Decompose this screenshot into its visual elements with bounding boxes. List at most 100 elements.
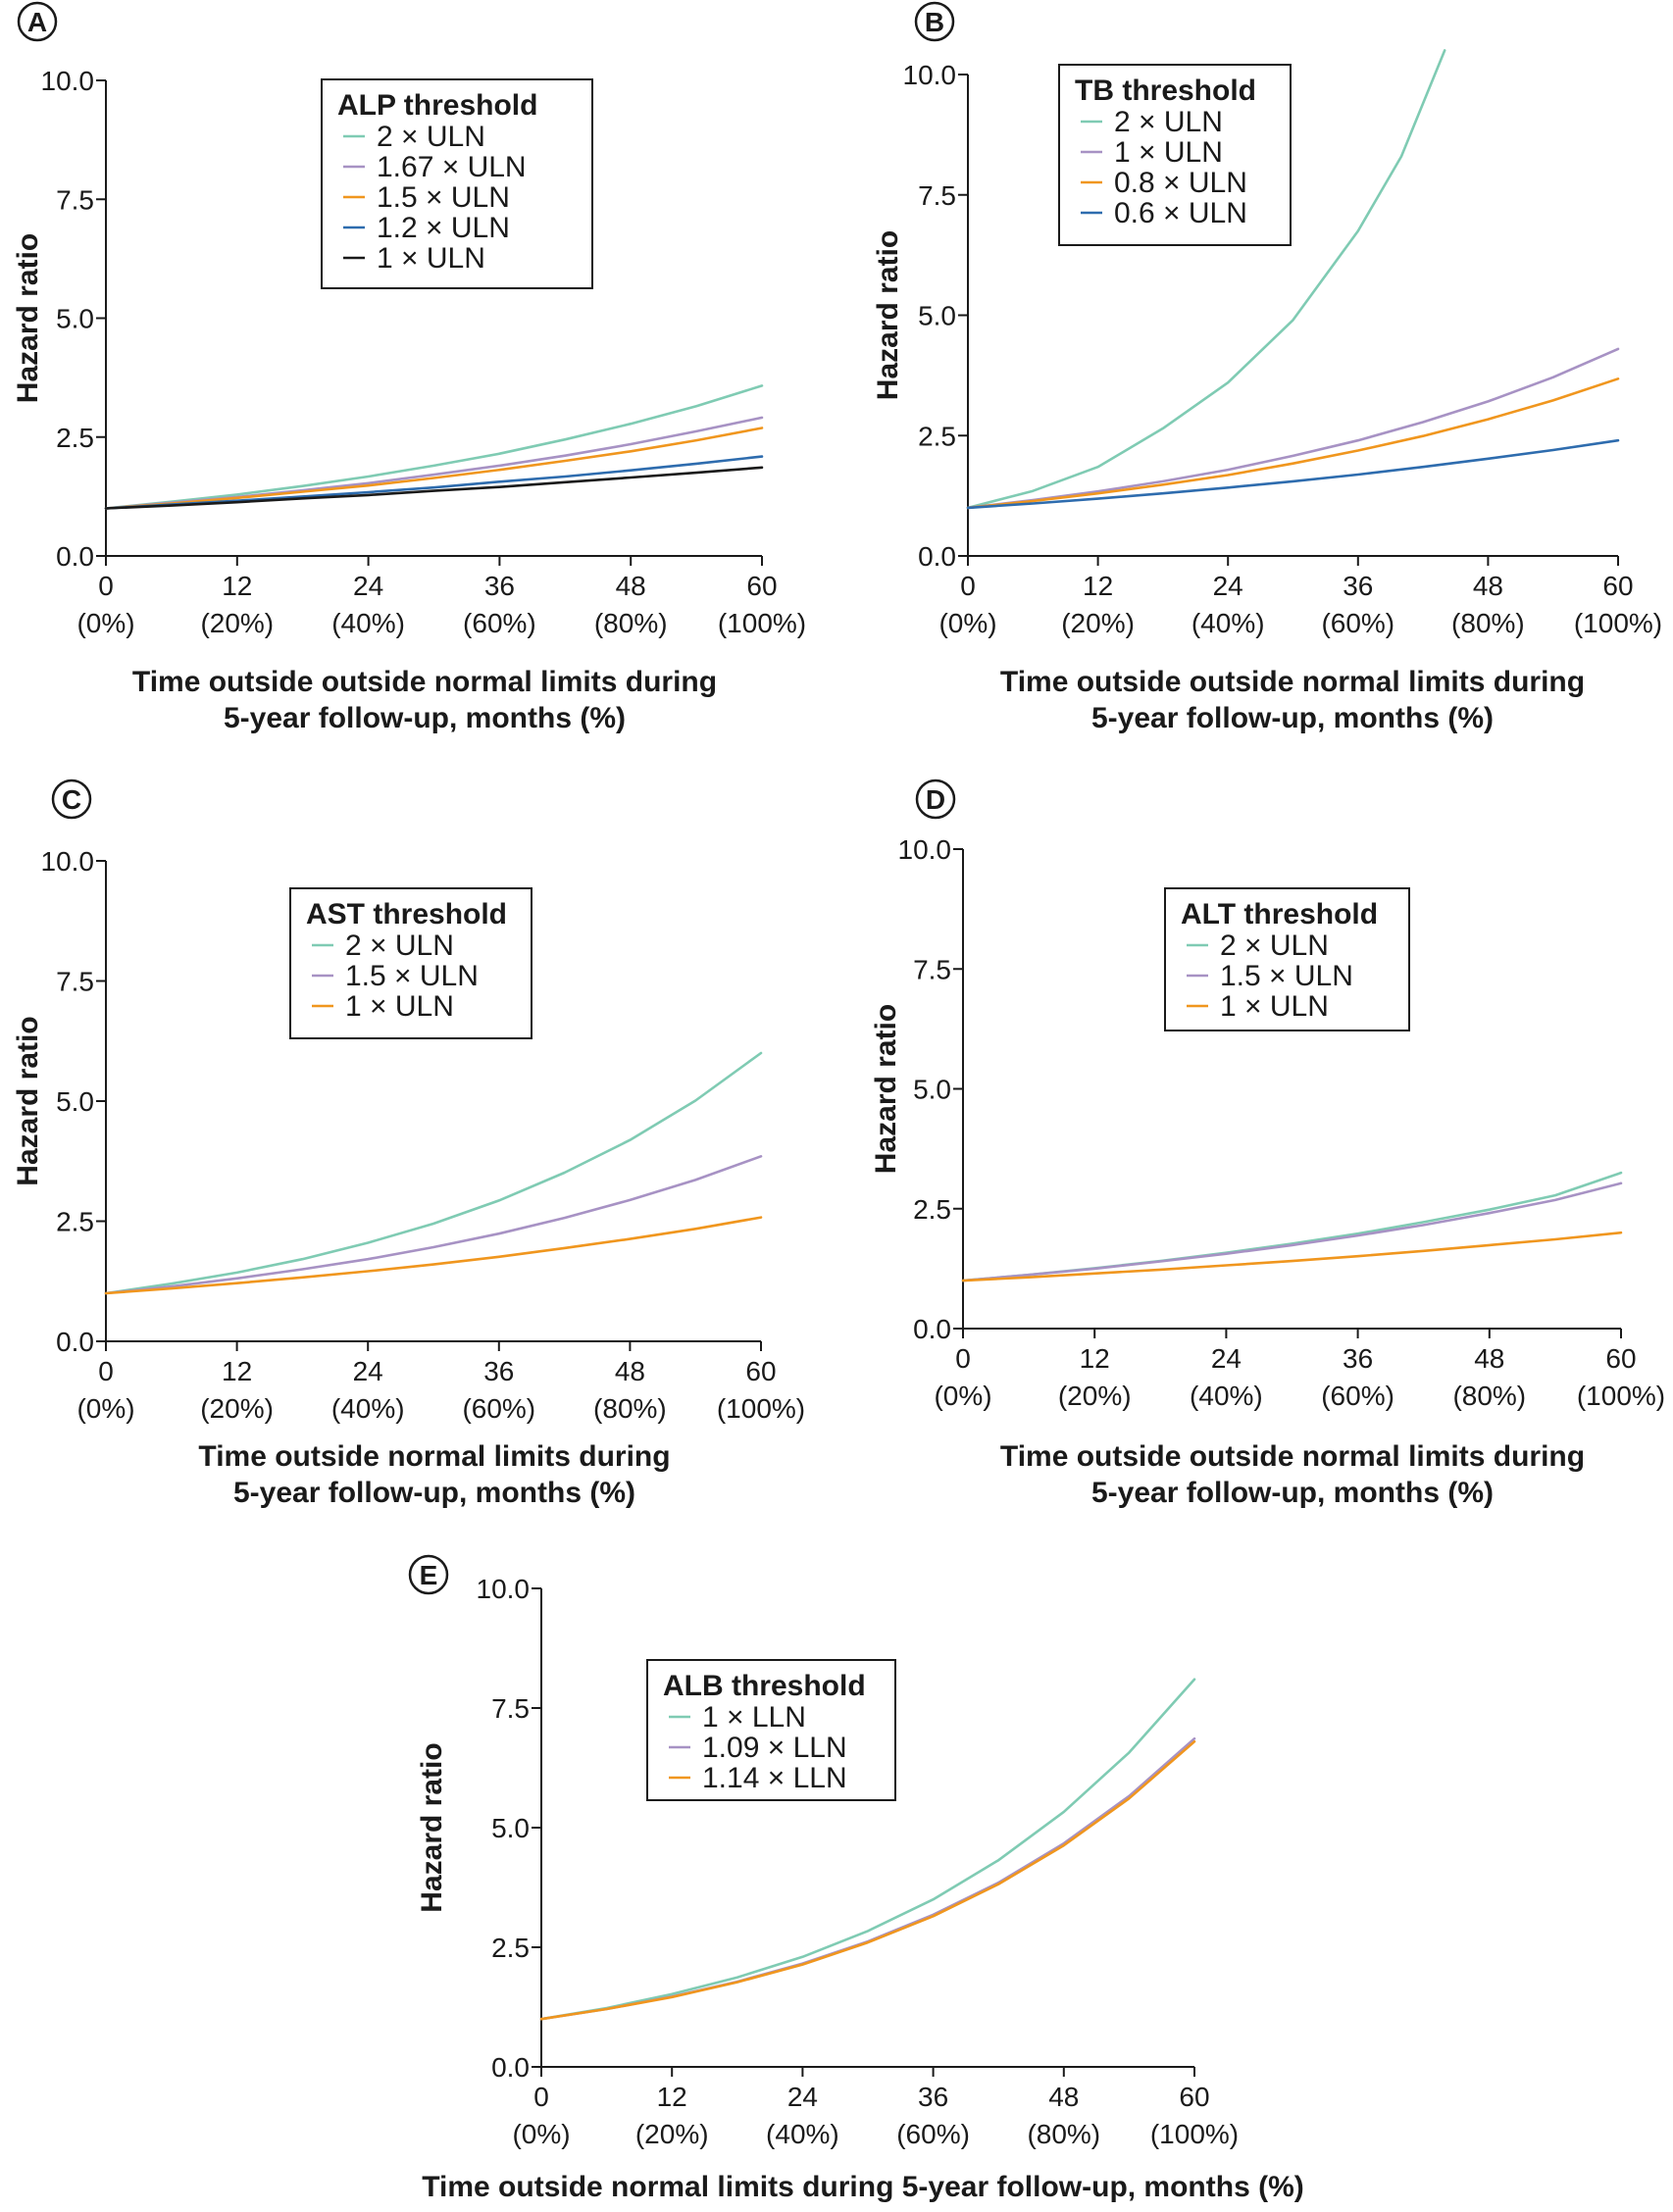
series-line-2 xyxy=(961,1181,1623,1282)
series-line-1 xyxy=(966,49,1446,510)
x-axis-label: Time outside outside normal limits durin… xyxy=(1000,666,1585,698)
x-tick-percent-label: (100%) xyxy=(718,608,806,638)
x-tick-label: 24 xyxy=(353,571,383,601)
series-line-1 xyxy=(961,1171,1623,1282)
legend-box xyxy=(321,78,593,289)
y-tick-label: 5.0 xyxy=(913,1075,951,1105)
y-axis-label: Hazard ratio xyxy=(12,233,44,403)
legend-box xyxy=(289,887,532,1039)
y-tick-label: 10.0 xyxy=(477,1574,531,1604)
x-tick-percent-label: (60%) xyxy=(1321,608,1394,638)
x-tick-percent-label: (80%) xyxy=(1452,1381,1526,1411)
x-tick-percent-label: (20%) xyxy=(635,2119,709,2149)
x-tick-label: 0 xyxy=(98,571,114,601)
x-tick-percent-label: (20%) xyxy=(1061,608,1135,638)
y-tick-label: 2.5 xyxy=(491,1933,530,1963)
x-tick-label: 36 xyxy=(918,2082,948,2112)
x-tick-percent-label: (40%) xyxy=(766,2119,839,2149)
y-tick-label: 0.0 xyxy=(56,1327,94,1357)
x-tick-label: 36 xyxy=(484,571,515,601)
legend-item: 1 × ULN xyxy=(1114,136,1223,169)
x-axis-label: Time outside normal limits during 5-year… xyxy=(422,2171,1304,2203)
legend-item: 2 × ULN xyxy=(1114,106,1223,138)
legend-item: 1 × ULN xyxy=(1220,990,1329,1023)
x-tick-label: 48 xyxy=(616,571,646,601)
y-tick-label: 5.0 xyxy=(918,301,956,331)
y-axis-label: Hazard ratio xyxy=(872,230,904,400)
legend-item: 1 × ULN xyxy=(377,242,485,275)
y-tick-label: 0.0 xyxy=(491,2052,530,2083)
panel-c: C 0.0 2.5 5.0 7.5 10.0 0 (0%) 12 (20%) 24 (40%) 36 (6… xyxy=(12,779,805,1509)
legend-item: 1.2 × ULN xyxy=(377,212,510,244)
x-tick-label: 24 xyxy=(1211,1343,1242,1374)
x-tick-label: 0 xyxy=(955,1343,971,1374)
x-tick-percent-label: (20%) xyxy=(200,608,274,638)
y-tick-label: 2.5 xyxy=(56,423,94,453)
x-tick-label: 12 xyxy=(222,1356,252,1386)
x-tick-label: 12 xyxy=(222,571,252,601)
y-tick-label: 5.0 xyxy=(56,304,94,334)
x-tick-percent-label: (40%) xyxy=(331,608,405,638)
y-tick-label: 10.0 xyxy=(898,834,952,865)
x-axis-label: Time outside outside normal limits durin… xyxy=(132,666,717,698)
series-line-3 xyxy=(966,377,1620,510)
y-tick-label: 0.0 xyxy=(913,1314,951,1344)
x-tick-percent-label: (0%) xyxy=(76,608,134,638)
y-tick-label: 2.5 xyxy=(918,421,956,451)
x-tick-percent-label: (20%) xyxy=(200,1393,274,1424)
x-tick-label: 48 xyxy=(1473,571,1503,601)
x-tick-label: 0 xyxy=(533,2082,549,2112)
x-tick-label: 48 xyxy=(615,1356,645,1386)
y-tick-label: 0.0 xyxy=(56,541,94,572)
y-tick-label: 7.5 xyxy=(918,180,956,211)
series-line-3 xyxy=(104,427,764,510)
series-line-1 xyxy=(104,384,764,510)
y-tick-label: 2.5 xyxy=(56,1207,94,1237)
x-axis-label: 5-year follow-up, months (%) xyxy=(233,1477,635,1509)
x-tick-label: 60 xyxy=(1602,571,1633,601)
panel-badge-circle xyxy=(51,779,92,820)
x-tick-percent-label: (40%) xyxy=(1191,608,1265,638)
legend-title: AST threshold xyxy=(306,898,507,930)
x-tick-percent-label: (20%) xyxy=(1058,1381,1132,1411)
series-line-4 xyxy=(104,455,764,510)
x-tick-percent-label: (0%) xyxy=(512,2119,570,2149)
x-tick-percent-label: (60%) xyxy=(462,1393,535,1424)
x-tick-label: 0 xyxy=(98,1356,114,1386)
x-tick-label: 12 xyxy=(657,2082,687,2112)
legend-item: 2 × ULN xyxy=(377,121,485,153)
legend-item: 1 × LLN xyxy=(702,1701,806,1734)
x-tick-percent-label: (80%) xyxy=(594,608,668,638)
panel-label: A xyxy=(27,7,47,37)
x-tick-label: 12 xyxy=(1080,1343,1110,1374)
x-tick-percent-label: (0%) xyxy=(76,1393,134,1424)
legend-title: TB threshold xyxy=(1075,75,1256,107)
legend-box xyxy=(1058,64,1292,246)
x-tick-label: 60 xyxy=(1179,2082,1209,2112)
x-tick-percent-label: (100%) xyxy=(717,1393,805,1424)
legend-title: ALB threshold xyxy=(663,1670,866,1702)
x-tick-percent-label: (60%) xyxy=(463,608,536,638)
legend-item: 0.6 × ULN xyxy=(1114,197,1247,229)
y-tick-label: 10.0 xyxy=(41,66,95,96)
y-tick-label: 10.0 xyxy=(41,846,95,877)
legend-item: 2 × ULN xyxy=(1220,930,1329,962)
x-tick-percent-label: (0%) xyxy=(938,608,996,638)
x-tick-label: 36 xyxy=(483,1356,514,1386)
panel-badge-circle xyxy=(914,1,955,42)
series-line-2 xyxy=(966,347,1620,510)
y-tick-label: 5.0 xyxy=(56,1086,94,1117)
series-line-1 xyxy=(104,1051,763,1295)
panel-label: D xyxy=(926,784,945,815)
x-tick-label: 48 xyxy=(1048,2082,1079,2112)
series-line-1 xyxy=(539,1678,1196,2021)
y-tick-label: 10.0 xyxy=(903,60,957,90)
x-tick-percent-label: (60%) xyxy=(896,2119,970,2149)
x-tick-percent-label: (100%) xyxy=(1150,2119,1239,2149)
x-tick-percent-label: (60%) xyxy=(1321,1381,1394,1411)
y-tick-label: 7.5 xyxy=(491,1693,530,1724)
x-tick-label: 0 xyxy=(960,571,976,601)
legend-item: 1.5 × ULN xyxy=(377,181,510,214)
